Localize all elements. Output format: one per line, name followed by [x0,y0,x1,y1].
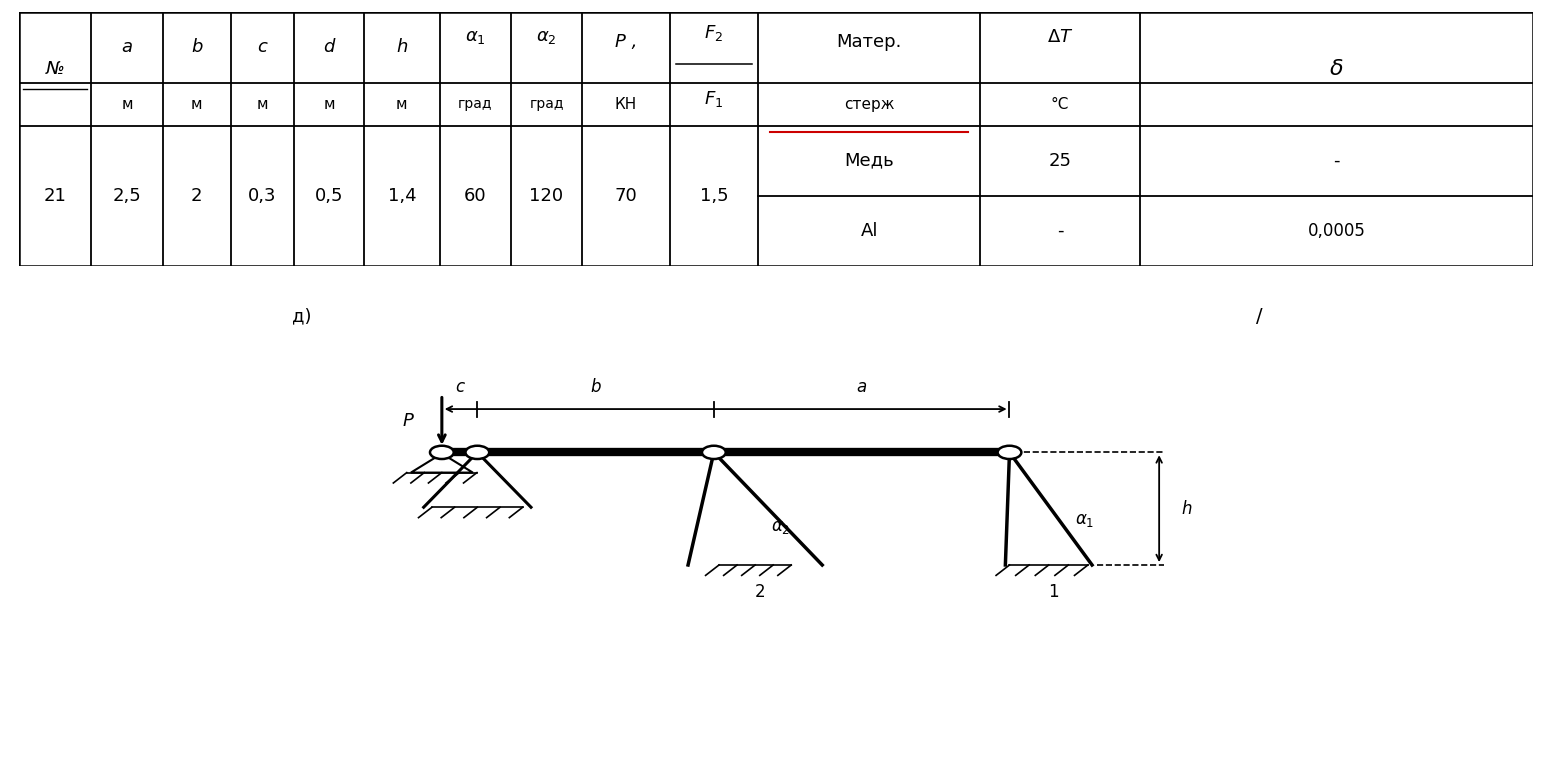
Text: №: № [45,60,64,78]
Text: град: град [529,97,563,112]
Text: $\Delta T$: $\Delta T$ [1046,28,1074,46]
Text: м: м [121,97,132,112]
Text: КН: КН [615,97,638,112]
Text: 25: 25 [1049,152,1071,170]
Text: Медь: Медь [844,152,894,170]
Text: д): д) [292,308,312,326]
Text: 0,0005: 0,0005 [1307,222,1366,239]
Text: стерж: стерж [844,97,894,112]
Text: 0,5: 0,5 [315,187,343,205]
Text: м: м [256,97,268,112]
Text: $\alpha_2$: $\alpha_2$ [771,518,790,537]
Text: c: c [455,378,464,397]
Text: $\delta$: $\delta$ [1329,59,1344,79]
Text: °C: °C [1051,97,1069,112]
Text: a: a [857,378,868,397]
Text: 0,3: 0,3 [248,187,276,205]
Text: 2: 2 [754,584,765,601]
Text: 1: 1 [1049,584,1058,601]
Circle shape [998,446,1021,459]
Text: м: м [191,97,202,112]
Text: м: м [323,97,335,112]
Circle shape [702,446,726,459]
Circle shape [430,446,453,459]
Text: /: / [1256,307,1262,326]
Text: -: - [1333,152,1339,170]
Text: $F_2$: $F_2$ [705,23,723,43]
Text: c: c [258,38,267,56]
Text: a: a [121,38,132,56]
Text: 120: 120 [529,187,563,205]
Text: м: м [396,97,408,112]
Circle shape [466,446,489,459]
Text: b: b [590,378,601,397]
Text: 70: 70 [615,187,638,205]
Text: 2: 2 [191,187,202,205]
Text: P ,: P , [615,33,638,51]
Text: 1,4: 1,4 [388,187,416,205]
Text: d: d [323,38,335,56]
Text: $\alpha_1$: $\alpha_1$ [1074,511,1094,529]
Text: P: P [402,412,413,430]
Text: -: - [1057,222,1063,239]
Text: 2,5: 2,5 [113,187,141,205]
Text: b: b [191,38,202,56]
Text: $\alpha_2$: $\alpha_2$ [535,28,557,46]
Text: 21: 21 [43,187,67,205]
Text: Al: Al [860,222,878,239]
Text: $\alpha_1$: $\alpha_1$ [466,28,486,46]
Text: h: h [1183,500,1192,517]
Text: 1,5: 1,5 [700,187,728,205]
Text: h: h [396,38,408,56]
Text: Матер.: Матер. [837,33,902,51]
Text: $F_1$: $F_1$ [705,89,723,109]
Text: град: град [458,97,492,112]
Text: 60: 60 [464,187,487,205]
